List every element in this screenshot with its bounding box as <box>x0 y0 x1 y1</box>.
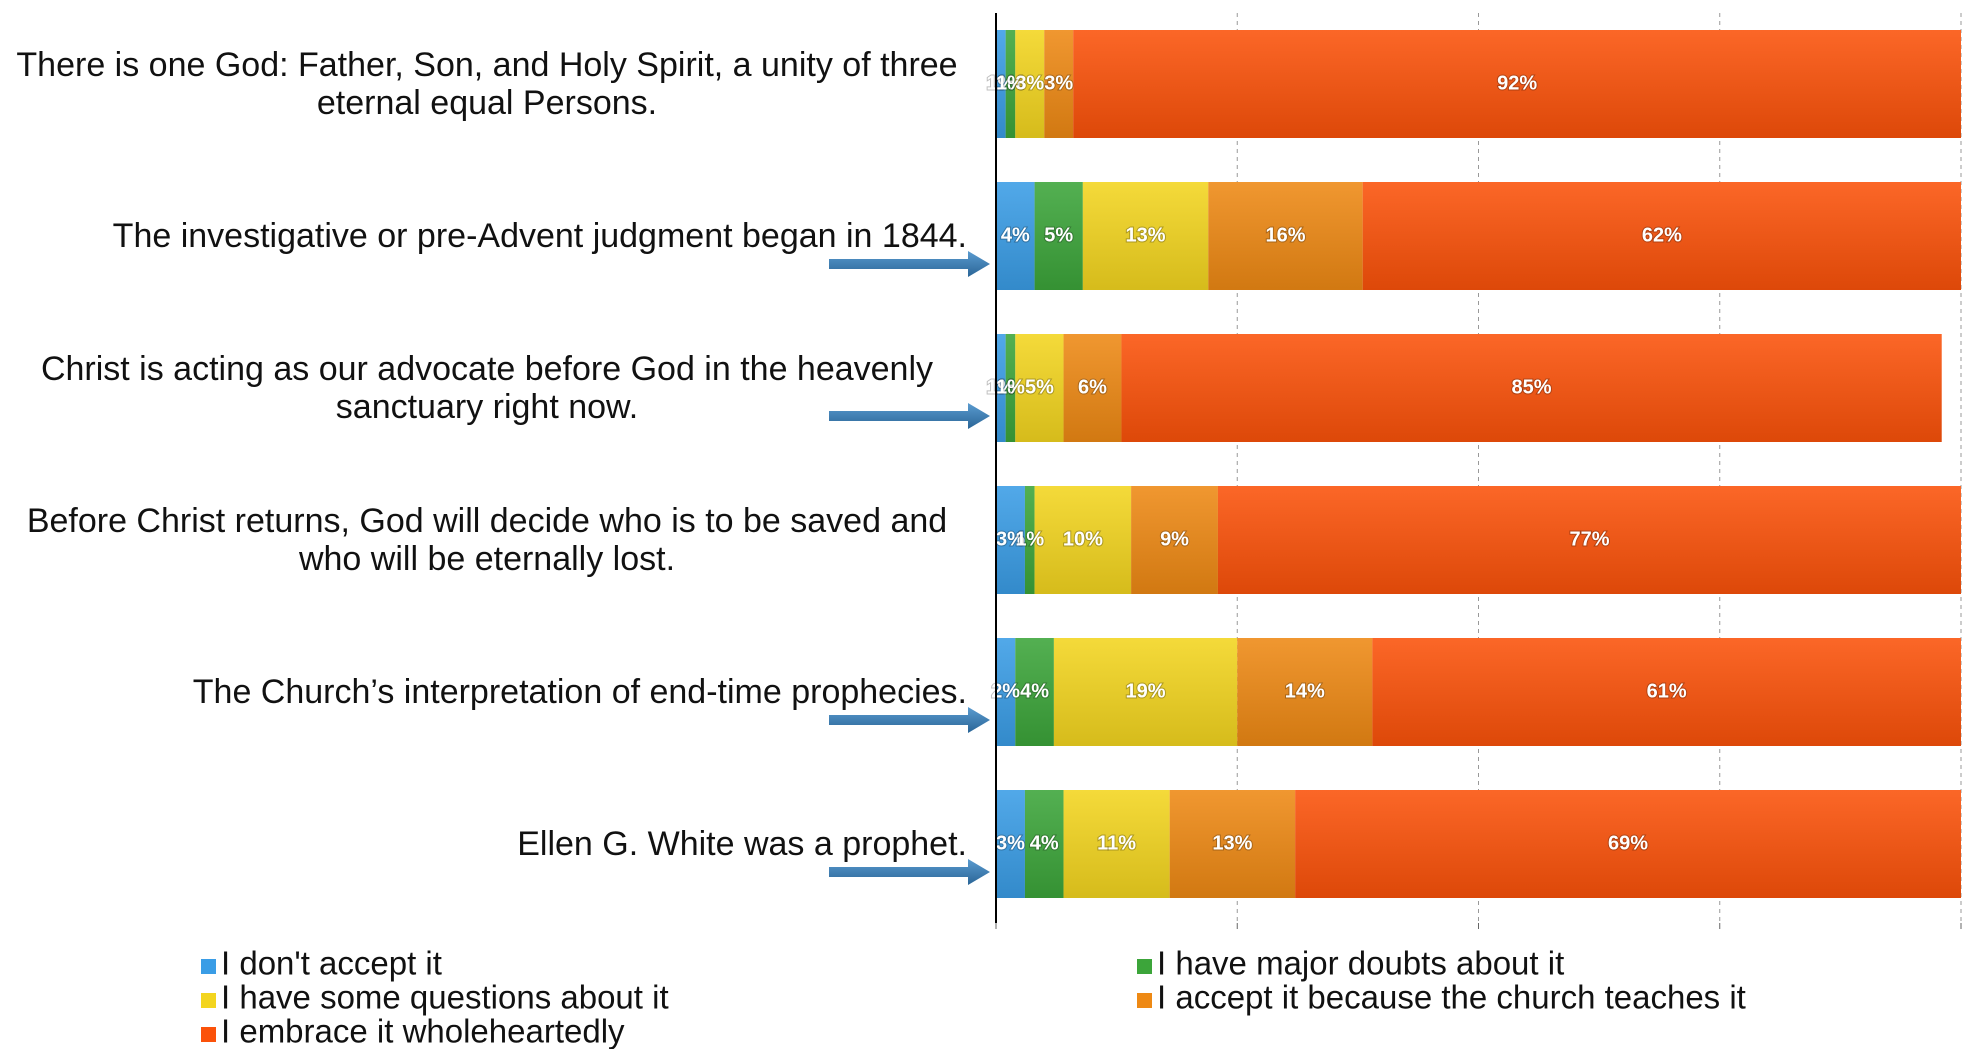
bar-shade <box>996 638 1016 746</box>
bar-shade <box>1362 182 1961 290</box>
data-label: 3% <box>1015 72 1044 94</box>
bar-shade <box>1034 486 1132 594</box>
data-label: 77% <box>1569 528 1609 550</box>
bar-shade <box>1217 486 1961 594</box>
data-label: 62% <box>1642 224 1682 246</box>
data-label: 1% <box>986 376 1015 398</box>
data-label: 13% <box>1212 832 1252 854</box>
bar-shade <box>1121 334 1942 442</box>
legend-swatch <box>1137 959 1152 974</box>
data-label: 4% <box>1020 680 1049 702</box>
data-label: 1% <box>1015 528 1044 550</box>
category-label: There is one God: Father, Son, and Holy … <box>16 46 958 122</box>
category-label: Christ is acting as our advocate before … <box>40 350 934 426</box>
arrow <box>829 707 990 733</box>
data-label: 4% <box>1030 832 1059 854</box>
data-label: 1% <box>986 72 1015 94</box>
bar-shade <box>1169 790 1296 898</box>
data-label: 4% <box>1001 224 1030 246</box>
bar-shade <box>1237 638 1373 746</box>
data-label: 19% <box>1126 680 1166 702</box>
data-label: 69% <box>1608 832 1648 854</box>
legend-swatch <box>201 959 216 974</box>
data-label: 3% <box>1044 72 1073 94</box>
legend-swatch <box>1137 993 1152 1008</box>
data-label: 11% <box>1097 832 1136 854</box>
legend-swatch <box>201 1027 216 1042</box>
category-label: Ellen G. White was a prophet. <box>517 825 967 863</box>
legend-swatch <box>201 993 216 1008</box>
bar-shade <box>1208 182 1363 290</box>
data-label: 92% <box>1497 72 1537 94</box>
legend-label: I accept it because the church teaches i… <box>1157 979 1746 1016</box>
arrow <box>829 859 990 885</box>
bar-shade <box>1015 30 1045 138</box>
data-label: 3% <box>996 832 1025 854</box>
bar-shade <box>996 790 1025 898</box>
category-label: The investigative or pre-Advent judgment… <box>112 217 967 255</box>
arrows <box>829 251 990 885</box>
arrow <box>829 403 990 429</box>
bar-shade <box>996 334 1006 442</box>
data-label: 5% <box>1044 224 1073 246</box>
bar-shade <box>1005 334 1016 442</box>
bar-shade <box>1295 790 1961 898</box>
data-label: 1% <box>996 376 1025 398</box>
bar-shade <box>996 486 1025 594</box>
arrow <box>829 251 990 277</box>
bar-shade <box>1372 638 1961 746</box>
bar-shade <box>996 30 1006 138</box>
bar-shade <box>1073 30 1961 138</box>
data-label: 10% <box>1063 528 1103 550</box>
data-label: 13% <box>1126 224 1166 246</box>
bar-shade <box>1015 334 1064 442</box>
data-label: 14% <box>1285 680 1325 702</box>
bar-shade <box>1024 486 1035 594</box>
data-label: 1% <box>996 72 1025 94</box>
data-label: 6% <box>1078 376 1107 398</box>
legend-label: I don't accept it <box>221 945 442 982</box>
data-label: 3% <box>996 528 1025 550</box>
bar-shade <box>1044 30 1074 138</box>
bar-shade <box>1063 790 1170 898</box>
legend-label: I have major doubts about it <box>1157 945 1564 982</box>
bar-shade <box>1131 486 1218 594</box>
data-label: 61% <box>1647 680 1687 702</box>
data-label: 5% <box>1025 376 1054 398</box>
data-label: 16% <box>1265 224 1305 246</box>
bar-shade <box>996 182 1035 290</box>
bar-shade <box>1053 638 1238 746</box>
category-label: The Church’s interpretation of end-time … <box>192 673 967 711</box>
bar-shade <box>1082 182 1209 290</box>
data-label: 9% <box>1160 528 1189 550</box>
bar-shade <box>1024 790 1064 898</box>
category-label: Before Christ returns, God will decide w… <box>26 502 948 578</box>
legend-label: I have some questions about it <box>221 979 669 1016</box>
bar-shade <box>1015 638 1054 746</box>
legend-label: I embrace it wholeheartedly <box>221 1013 625 1049</box>
bar-shade <box>1034 182 1083 290</box>
bar-shade <box>1005 30 1016 138</box>
data-label: 85% <box>1512 376 1552 398</box>
bar-shade <box>1063 334 1122 442</box>
